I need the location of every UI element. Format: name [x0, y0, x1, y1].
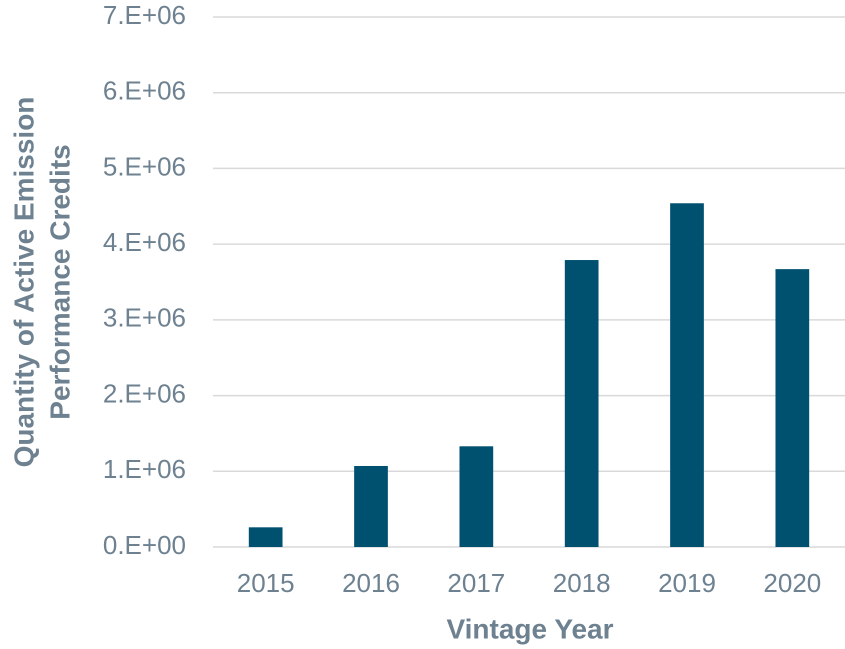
y-tick-label: 0.E+00 [103, 530, 186, 560]
bar [670, 203, 704, 547]
y-axis-title: Performance Credits [44, 144, 75, 419]
x-axis-title: Vintage Year [446, 613, 613, 644]
x-tick-label: 2018 [553, 568, 611, 598]
bar [564, 260, 599, 547]
bar [248, 527, 283, 547]
y-axis-title: Quantity of Active Emission [8, 97, 39, 468]
x-tick-label: 2015 [237, 568, 295, 598]
bar [459, 446, 494, 547]
x-tick-label: 2019 [658, 568, 716, 598]
y-tick-label: 5.E+06 [103, 151, 186, 181]
x-tick-label: 2016 [342, 568, 400, 598]
y-tick-label: 6.E+06 [103, 76, 186, 106]
bar [775, 269, 810, 547]
x-tick-label: 2017 [447, 568, 505, 598]
y-tick-label: 2.E+06 [103, 378, 186, 408]
x-tick-label: 2020 [763, 568, 821, 598]
y-tick-label: 3.E+06 [103, 303, 186, 333]
bar [354, 465, 388, 547]
y-tick-label: 4.E+06 [103, 227, 186, 257]
y-tick-label: 7.E+06 [103, 0, 186, 30]
y-tick-label: 1.E+06 [103, 454, 186, 484]
